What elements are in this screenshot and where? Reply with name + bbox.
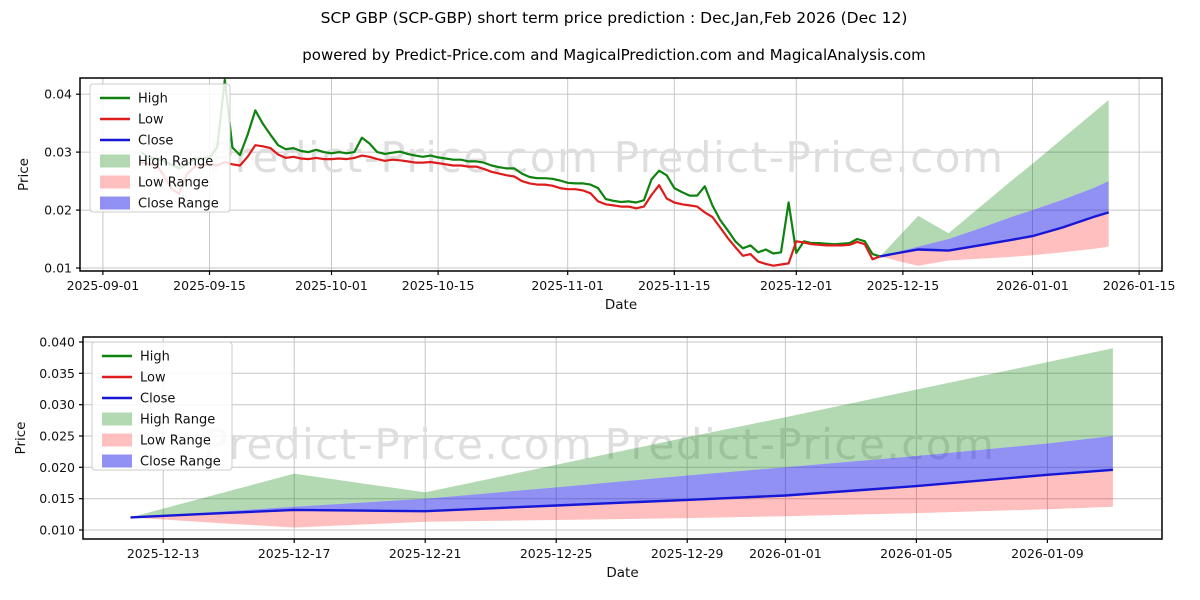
x-tick-label: 2025-12-29 (651, 546, 724, 561)
x-tick-label: 2025-12-25 (520, 546, 593, 561)
low-line (140, 144, 881, 267)
y-tick-label: 0.010 (39, 523, 75, 538)
y-tick-label: 0.025 (39, 429, 75, 444)
x-tick-label: 2025-10-01 (295, 278, 368, 293)
watermark-text: Predict-Price.com (203, 420, 594, 469)
legend-label: Close (140, 392, 175, 407)
legend-label: High (138, 92, 168, 107)
y-tick-label: 0.01 (44, 261, 72, 276)
y-tick-label: 0.03 (44, 145, 72, 160)
legend-swatch-low-range (102, 433, 132, 447)
close-range-band (880, 181, 1109, 257)
x-tick-label: 2025-12-17 (258, 546, 331, 561)
y-axis-label: Price (13, 422, 29, 455)
legend-label: High Range (140, 413, 215, 428)
legend-swatch-high-range (102, 412, 132, 426)
legend-swatch-close-range (100, 196, 130, 210)
x-axis-label: Date (605, 297, 637, 313)
x-tick-label: 2025-11-01 (531, 278, 604, 293)
legend-label: Low (138, 113, 164, 128)
x-tick-label: 2026-01-09 (1011, 546, 1084, 561)
legend-label: Close (138, 134, 173, 149)
x-tick-label: 2025-12-01 (760, 278, 833, 293)
legend-box (89, 83, 231, 213)
plot-border (79, 77, 1163, 272)
y-tick-label: 0.030 (39, 397, 75, 412)
legend-label: Low Range (138, 176, 209, 191)
watermark-text: Predict-Price.com (209, 133, 600, 182)
x-tick-label: 2026-01-05 (880, 546, 953, 561)
legend-swatch-high-range (100, 154, 130, 168)
high-line (140, 78, 881, 258)
close-range-band (130, 436, 1113, 518)
x-tick-label: 2026-01-01 (996, 278, 1069, 293)
legend-label: Low (140, 371, 166, 386)
legend-label: High Range (138, 155, 213, 170)
legend-label: Close Range (140, 455, 221, 470)
low-range-band (130, 469, 1113, 528)
y-tick-label: 0.020 (39, 460, 75, 475)
high-range-band (880, 100, 1109, 257)
close-line (879, 211, 1110, 258)
legend-label: High (140, 350, 170, 365)
legend-label: Low Range (140, 434, 211, 449)
legend-label: Close Range (138, 197, 219, 212)
x-tick-label: 2025-09-01 (67, 278, 140, 293)
legend: High Low Close High Range Low Range Close Ran… (91, 341, 233, 471)
chart-subtitle: powered by Predict-Price.com and Magical… (302, 46, 926, 64)
x-tick-label: 2026-01-15 (1103, 278, 1176, 293)
y-tick-label: 0.04 (44, 87, 72, 102)
close-line (130, 468, 1113, 519)
y-axis-label: Price (16, 158, 32, 191)
legend-swatch-close-range (102, 454, 132, 468)
chart-top: Predict-Price.com Predict-Price.com 2025-0… (16, 77, 1176, 313)
x-tick-label: 2025-12-15 (867, 278, 940, 293)
x-tick-label: 2026-01-01 (749, 546, 822, 561)
watermark-text: Predict-Price.com (614, 133, 1005, 182)
y-tick-label: 0.02 (44, 203, 72, 218)
legend: High Low Close High Range Low Range Close Ran… (89, 83, 231, 213)
legend-swatch-low-range (100, 175, 130, 189)
y-tick-label: 0.035 (39, 366, 75, 381)
x-tick-label: 2025-12-21 (389, 546, 462, 561)
x-tick-label: 2025-09-15 (173, 278, 246, 293)
legend-box (91, 341, 233, 471)
low-range-band (880, 212, 1109, 266)
y-tick-label: 0.015 (39, 491, 75, 506)
watermark-text: Predict-Price.com (605, 420, 996, 469)
x-axis-label: Date (606, 565, 638, 581)
x-tick-label: 2025-12-13 (127, 546, 200, 561)
x-tick-label: 2025-11-15 (638, 278, 711, 293)
high-range-band (130, 348, 1113, 518)
chart-title: SCP GBP (SCP-GBP) short term price predi… (320, 9, 908, 27)
x-tick-label: 2025-10-15 (402, 278, 475, 293)
y-tick-label: 0.040 (39, 335, 75, 350)
plot-border (82, 336, 1163, 540)
